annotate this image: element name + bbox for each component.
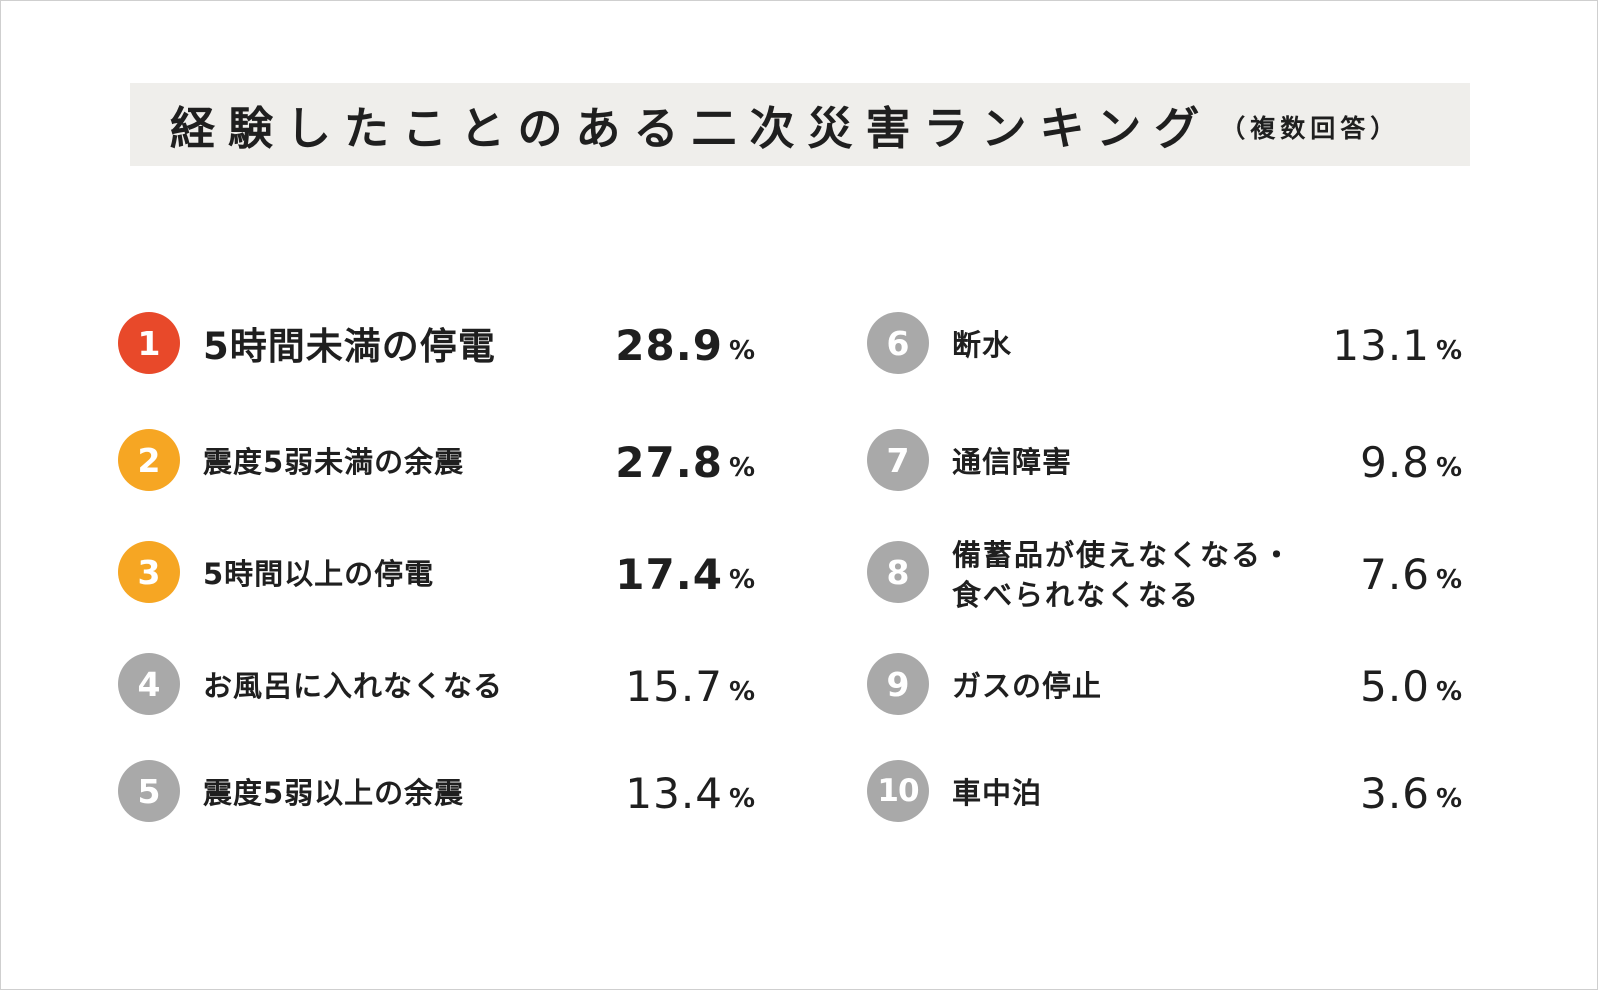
rank-badge: 4 xyxy=(118,653,180,715)
rank-value-unit: % xyxy=(728,565,755,595)
rank-item-3: 3 5時間以上の停電 17.4% xyxy=(118,541,755,605)
rank-value-unit: % xyxy=(728,336,755,366)
rank-value: 5.0% xyxy=(1360,653,1462,715)
rank-badge: 8 xyxy=(867,541,929,603)
rank-badge: 2 xyxy=(118,429,180,491)
rank-value-unit: % xyxy=(1435,565,1462,595)
rank-badge: 6 xyxy=(867,312,929,374)
rank-value-number: 3.6 xyxy=(1360,769,1430,818)
rank-value-unit: % xyxy=(728,784,755,814)
rank-label: 5時間未満の停電 xyxy=(203,325,496,368)
rank-value-unit: % xyxy=(1435,336,1462,366)
rank-value: 13.1% xyxy=(1332,312,1462,374)
rank-value: 3.6% xyxy=(1360,760,1462,822)
rank-item-6: 6 断水 13.1% xyxy=(867,312,1462,376)
rank-value-number: 13.1 xyxy=(1332,321,1430,370)
rank-item-7: 7 通信障害 9.8% xyxy=(867,429,1462,493)
rank-item-5: 5 震度5弱以上の余震 13.4% xyxy=(118,760,755,824)
rank-value: 9.8% xyxy=(1360,429,1462,491)
rank-value: 15.7% xyxy=(625,653,755,715)
rank-label: 通信障害 xyxy=(952,445,1073,479)
rank-badge: 5 xyxy=(118,760,180,822)
rank-value-number: 5.0 xyxy=(1360,662,1430,711)
chart-title: 経験したことのある二次災害ランキング xyxy=(170,102,1213,155)
rank-item-1: 1 5時間未満の停電 28.9% xyxy=(118,312,755,376)
rank-value-unit: % xyxy=(1435,784,1462,814)
rank-label: 備蓄品が使えなくなる・ 食べられなくなる xyxy=(952,538,1294,612)
rank-value-unit: % xyxy=(1435,453,1462,483)
rank-value: 13.4% xyxy=(625,760,755,822)
rank-label: 5時間以上の停電 xyxy=(203,557,435,591)
rank-value: 28.9% xyxy=(615,312,755,374)
rank-value-number: 7.6 xyxy=(1360,550,1430,599)
rank-badge: 10 xyxy=(867,760,929,822)
rank-label: 震度5弱以上の余震 xyxy=(203,776,465,810)
rank-value-number: 27.8 xyxy=(615,438,723,487)
rank-item-4: 4 お風呂に入れなくなる 15.7% xyxy=(118,653,755,717)
rank-value-unit: % xyxy=(728,677,755,707)
rank-value-number: 28.9 xyxy=(615,321,723,370)
chart-subtitle: （複数回答） xyxy=(1220,113,1401,143)
rank-value-number: 13.4 xyxy=(625,769,723,818)
rank-value: 27.8% xyxy=(615,429,755,491)
rank-label: 震度5弱未満の余震 xyxy=(203,445,465,479)
rank-item-2: 2 震度5弱未満の余震 27.8% xyxy=(118,429,755,493)
rank-value-number: 15.7 xyxy=(625,662,723,711)
rank-badge: 1 xyxy=(118,312,180,374)
rank-item-10: 10 車中泊 3.6% xyxy=(867,760,1462,824)
title-band: 経験したことのある二次災害ランキング （複数回答） xyxy=(130,83,1470,166)
rank-item-8: 8 備蓄品が使えなくなる・ 食べられなくなる 7.6% xyxy=(867,538,1462,612)
rank-label: お風呂に入れなくなる xyxy=(203,669,504,703)
rank-badge: 3 xyxy=(118,541,180,603)
rank-label: 断水 xyxy=(952,328,1013,362)
rank-value-unit: % xyxy=(1435,677,1462,707)
rank-value-number: 17.4 xyxy=(615,550,723,599)
rank-value-number: 9.8 xyxy=(1360,438,1430,487)
rank-badge: 9 xyxy=(867,653,929,715)
rank-item-9: 9 ガスの停止 5.0% xyxy=(867,653,1462,717)
rank-label: 車中泊 xyxy=(952,776,1043,810)
rank-label: ガスの停止 xyxy=(952,669,1103,703)
rank-value-unit: % xyxy=(728,453,755,483)
rank-value: 7.6% xyxy=(1360,541,1462,603)
rank-badge: 7 xyxy=(867,429,929,491)
rank-value: 17.4% xyxy=(615,541,755,603)
